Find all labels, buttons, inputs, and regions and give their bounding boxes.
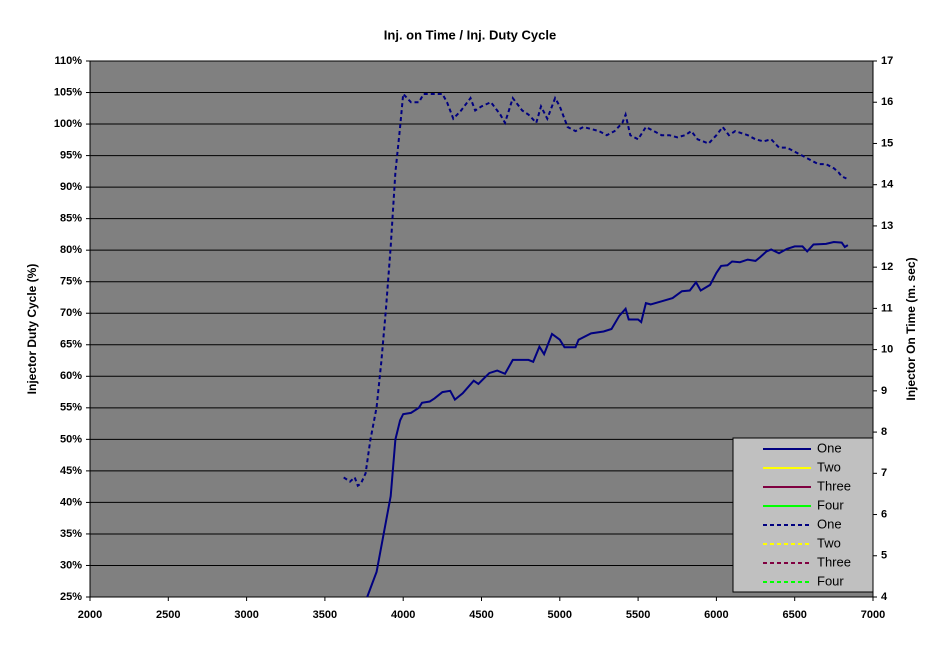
x-tick-label: 4500 xyxy=(469,609,493,621)
y-tick-label: 100% xyxy=(54,118,82,130)
x-tick-label: 5500 xyxy=(626,609,650,621)
x-tick-label: 2500 xyxy=(156,609,180,621)
y2-tick-label: 17 xyxy=(881,55,893,67)
x-tick-label: 6000 xyxy=(704,609,728,621)
x-tick-label: 5000 xyxy=(548,609,572,621)
y-tick-label: 95% xyxy=(60,149,82,161)
y-tick-label: 25% xyxy=(60,591,82,603)
y-tick-label: 35% xyxy=(60,528,82,540)
y-tick-label: 60% xyxy=(60,370,82,382)
y-tick-label: 110% xyxy=(54,55,82,67)
y-tick-label: 40% xyxy=(60,496,82,508)
y2-tick-label: 5 xyxy=(881,550,887,562)
y-tick-label: 45% xyxy=(60,465,82,477)
legend-box xyxy=(732,437,874,593)
x-tick-label: 7000 xyxy=(861,609,885,621)
y2-tick-label: 15 xyxy=(881,137,893,149)
y-tick-label: 80% xyxy=(60,244,82,256)
series-line xyxy=(343,91,847,488)
y2-tick-label: 8 xyxy=(881,426,887,438)
y-tick-label: 65% xyxy=(60,339,82,351)
legend-label: One xyxy=(817,440,842,455)
y2-tick-label: 16 xyxy=(881,96,893,108)
y-tick-label: 55% xyxy=(60,402,82,414)
x-tick-label: 3000 xyxy=(234,609,258,621)
y-tick-label: 90% xyxy=(60,181,82,193)
x-tick-label: 6500 xyxy=(782,609,806,621)
y2-tick-label: 14 xyxy=(881,179,894,191)
y2-axis-label: Injector On Time (m. sec) xyxy=(904,257,918,400)
x-tick-label: 4000 xyxy=(391,609,415,621)
legend-label: Three xyxy=(817,554,851,569)
y-tick-label: 75% xyxy=(60,276,82,288)
y2-tick-label: 4 xyxy=(881,591,888,603)
y2-tick-label: 12 xyxy=(881,261,893,273)
y2-tick-label: 11 xyxy=(881,302,893,314)
x-tick-label: 3500 xyxy=(313,609,337,621)
y-axis-label: Injector Duty Cycle (%) xyxy=(25,264,39,395)
y2-tick-label: 13 xyxy=(881,220,893,232)
legend-label: Three xyxy=(817,478,851,493)
legend-label: Four xyxy=(817,573,844,588)
y2-tick-label: 10 xyxy=(881,344,893,356)
plot-border xyxy=(89,60,874,598)
chart-title: Inj. on Time / Inj. Duty Cycle xyxy=(384,27,556,42)
series-line xyxy=(366,240,849,598)
y-tick-label: 50% xyxy=(60,433,82,445)
y2-tick-label: 9 xyxy=(881,385,887,397)
legend-label: Two xyxy=(817,459,841,474)
y-tick-label: 85% xyxy=(60,213,82,225)
y2-tick-label: 6 xyxy=(881,508,887,520)
y2-tick-label: 7 xyxy=(881,467,887,479)
y-tick-label: 30% xyxy=(60,559,82,571)
legend-label: Two xyxy=(817,535,841,550)
legend-label: One xyxy=(817,516,842,531)
legend-label: Four xyxy=(817,497,844,512)
y-tick-label: 70% xyxy=(60,307,82,319)
y-tick-label: 105% xyxy=(54,86,82,98)
x-tick-label: 2000 xyxy=(78,609,102,621)
